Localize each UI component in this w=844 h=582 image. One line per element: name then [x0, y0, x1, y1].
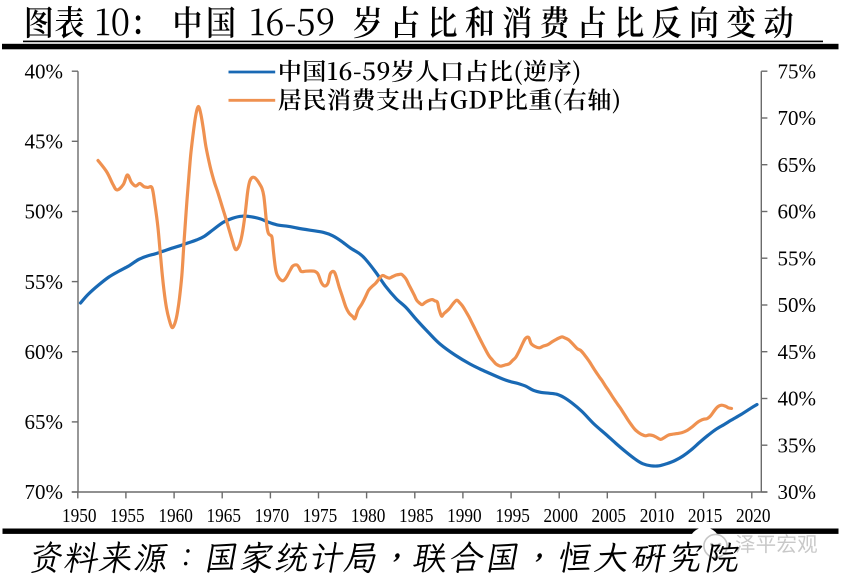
svg-text:40%: 40% [778, 387, 817, 411]
svg-text:2000: 2000 [543, 505, 578, 527]
svg-text:1990: 1990 [447, 505, 482, 527]
svg-text:30%: 30% [778, 480, 817, 504]
svg-text:1960: 1960 [158, 505, 193, 527]
svg-text:2010: 2010 [640, 505, 675, 527]
svg-text:50%: 50% [778, 293, 817, 317]
svg-text:55%: 55% [778, 246, 817, 270]
svg-text:65%: 65% [778, 153, 817, 177]
svg-text:2005: 2005 [592, 505, 627, 527]
svg-text:1975: 1975 [303, 505, 338, 527]
svg-text:1965: 1965 [206, 505, 241, 527]
svg-text:35%: 35% [778, 433, 817, 457]
svg-text:65%: 65% [25, 410, 64, 434]
svg-text:45%: 45% [778, 340, 817, 364]
svg-text:75%: 75% [778, 59, 817, 83]
svg-text:1985: 1985 [399, 505, 434, 527]
svg-text:2015: 2015 [688, 505, 723, 527]
svg-text:40%: 40% [25, 59, 64, 83]
svg-text:1950: 1950 [62, 505, 97, 527]
svg-text:1970: 1970 [255, 505, 290, 527]
svg-text:50%: 50% [25, 200, 64, 224]
svg-text:2020: 2020 [736, 505, 771, 527]
svg-text:60%: 60% [25, 340, 64, 364]
svg-text:1980: 1980 [351, 505, 386, 527]
svg-text:1995: 1995 [495, 505, 530, 527]
svg-text:1955: 1955 [110, 505, 145, 527]
svg-text:60%: 60% [778, 200, 817, 224]
svg-text:70%: 70% [25, 480, 64, 504]
svg-text:45%: 45% [25, 130, 64, 154]
svg-text:70%: 70% [778, 106, 817, 130]
svg-text:55%: 55% [25, 270, 64, 294]
